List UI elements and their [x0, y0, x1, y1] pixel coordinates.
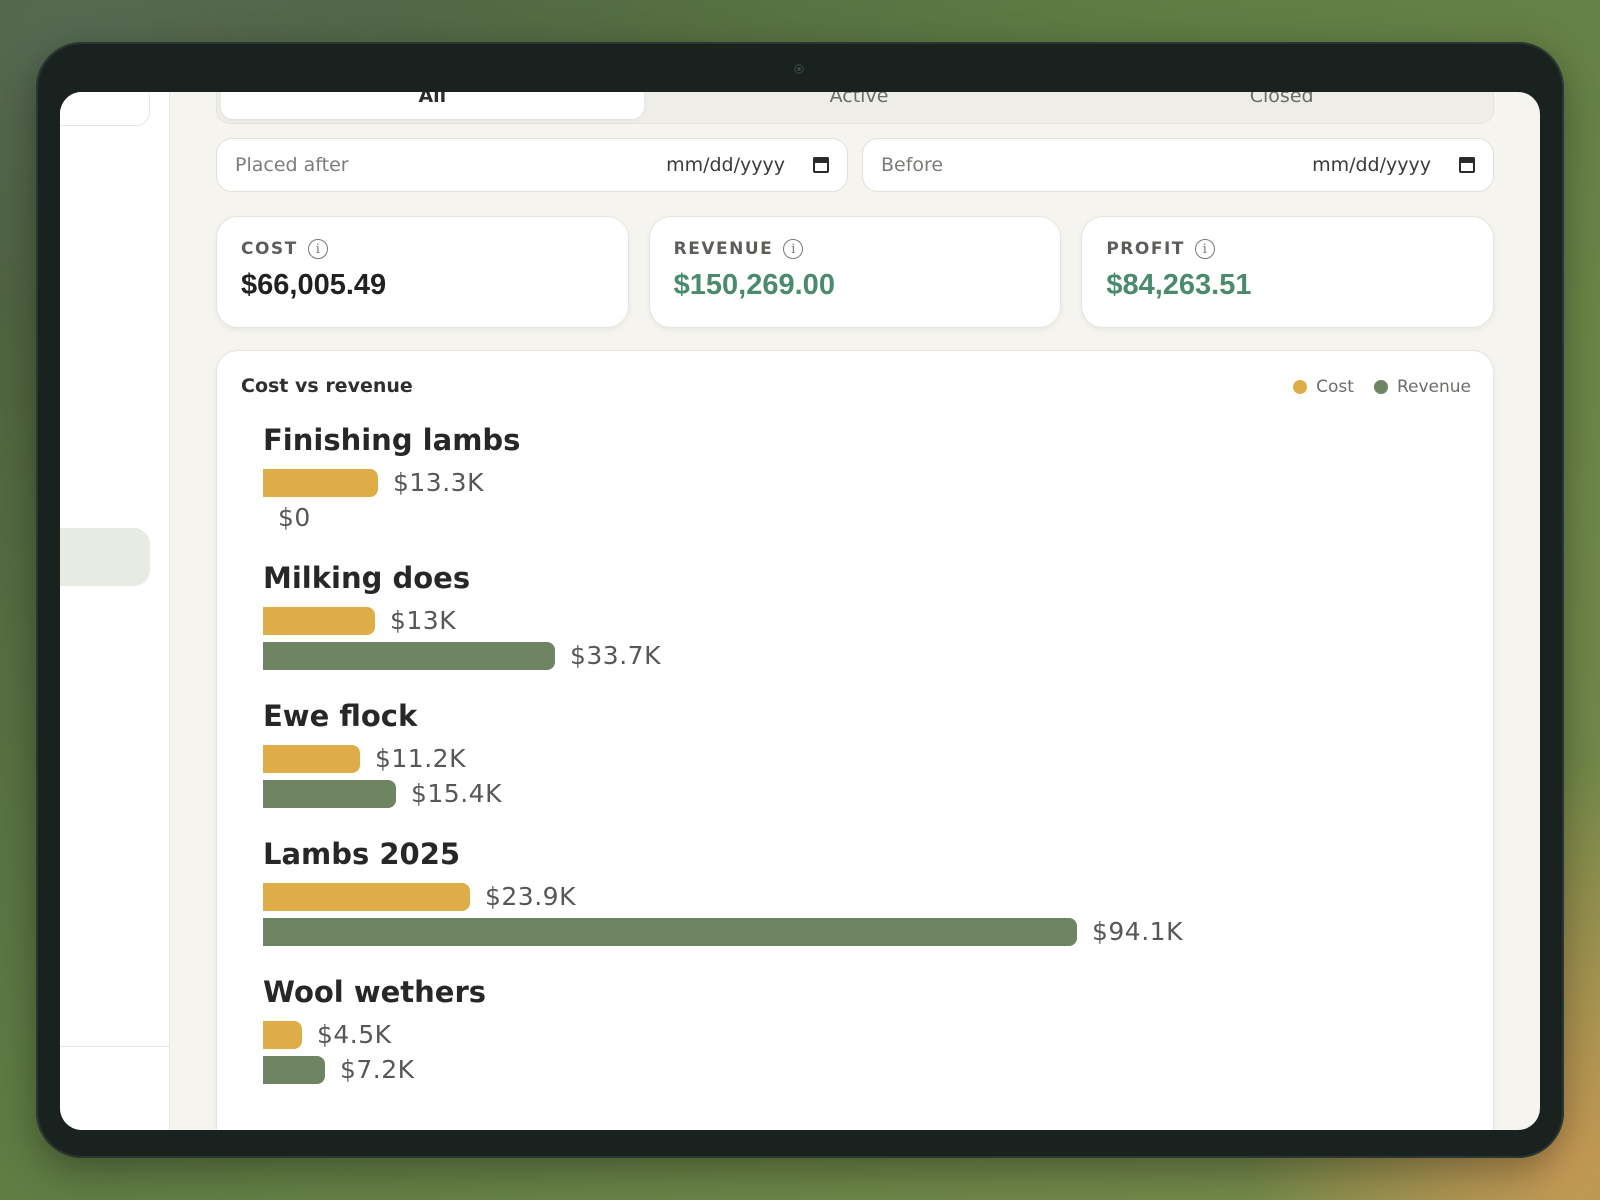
cost-bar[interactable] [263, 882, 470, 911]
bar-value-label: $94.1K [1092, 917, 1183, 946]
legend-label-cost: Cost [1316, 377, 1354, 397]
date-filters: Placed after mm/dd/yyyy Before mm/dd/yyy… [216, 138, 1494, 192]
category-label: Ewe flock [263, 699, 418, 733]
bar-row: $11.2K [263, 741, 1463, 776]
revenue-bar[interactable] [263, 917, 1077, 946]
bar-value-label: $13.3K [393, 468, 484, 497]
cost-bar[interactable] [263, 1020, 302, 1049]
info-icon[interactable]: i [307, 239, 328, 259]
cost-vs-revenue-chart: Cost vs revenue Cost Revenue Finishing l… [216, 350, 1494, 1130]
bar-row: $4.5K [263, 1017, 1463, 1052]
main-content: All Active Closed Placed after mm/dd/yyy… [216, 92, 1495, 1130]
chart-legend: Cost Revenue [1293, 377, 1471, 397]
bar-row: $94.1K [263, 914, 1463, 949]
category-label: Finishing lambs [263, 423, 521, 457]
bar-value-label: $11.2K [375, 744, 466, 773]
sidebar-item-active[interactable] [60, 528, 150, 586]
bar-value-label: $0 [278, 503, 311, 532]
profit-value: $84,263.51 [1106, 269, 1252, 301]
revenue-value: $150,269.00 [673, 269, 835, 301]
chart-groups: Finishing lambs $13.3K $0 Milking does $13K $… [263, 423, 1463, 1113]
info-icon[interactable]: i [783, 239, 804, 259]
legend-item-revenue: Revenue [1373, 377, 1471, 397]
category-label: Lambs 2025 [263, 837, 461, 871]
status-tabs: All Active Closed [216, 92, 1494, 124]
bar-value-label: $4.5K [317, 1020, 392, 1049]
sidebar-divider [60, 1046, 170, 1047]
category-label: Milking does [263, 561, 471, 595]
info-icon[interactable]: i [1194, 239, 1215, 259]
profit-card: PROFIT i $84,263.51 [1081, 216, 1495, 328]
chart-group: Wool wethers $4.5K $7.2K [263, 975, 1463, 1113]
tablet-frame: All Active Closed Placed after mm/dd/yyy… [36, 42, 1564, 1158]
bar-value-label: $33.7K [570, 641, 661, 670]
bar-row: $7.2K [263, 1052, 1463, 1087]
revenue-bar[interactable] [263, 779, 396, 808]
tab-active[interactable]: Active [829, 92, 889, 107]
cost-bar[interactable] [263, 468, 378, 497]
bar-row: $15.4K [263, 776, 1463, 811]
before-field[interactable]: Before mm/dd/yyyy [862, 138, 1494, 192]
before-label: Before [881, 154, 944, 176]
bar-row: $23.9K [263, 879, 1463, 914]
legend-swatch-cost [1293, 380, 1308, 394]
calendar-icon[interactable] [813, 157, 829, 173]
placed-after-field[interactable]: Placed after mm/dd/yyyy [216, 138, 848, 192]
placed-after-input[interactable]: mm/dd/yyyy [666, 154, 785, 176]
profit-label: PROFIT [1106, 239, 1185, 259]
chart-title: Cost vs revenue [241, 375, 413, 397]
calendar-icon[interactable] [1459, 157, 1475, 173]
camera-icon [794, 64, 804, 74]
cost-label: COST [241, 239, 298, 259]
cost-card: COST i $66,005.49 [216, 216, 629, 328]
summary-cards: COST i $66,005.49 REVENUE i $150,269.00 … [216, 216, 1495, 328]
sidebar [60, 92, 170, 1130]
revenue-label: REVENUE [673, 239, 774, 259]
bar-value-label: $23.9K [485, 882, 576, 911]
chart-group: Finishing lambs $13.3K $0 [263, 423, 1463, 561]
tab-all[interactable]: All [221, 92, 644, 119]
cost-bar[interactable] [263, 744, 360, 773]
revenue-card: REVENUE i $150,269.00 [648, 216, 1062, 328]
cost-value: $66,005.49 [241, 269, 387, 301]
bar-row: $33.7K [263, 638, 1463, 673]
bar-row: $13.3K [263, 465, 1463, 500]
bar-value-label: $15.4K [411, 779, 502, 808]
revenue-bar[interactable] [263, 1055, 325, 1084]
chart-group: Lambs 2025 $23.9K $94.1K [263, 837, 1463, 975]
revenue-bar[interactable] [263, 641, 555, 670]
chart-group: Milking does $13K $33.7K [263, 561, 1463, 699]
legend-item-cost: Cost [1293, 377, 1354, 397]
tab-closed[interactable]: Closed [1249, 92, 1314, 107]
category-label: Wool wethers [263, 975, 487, 1009]
bar-row: $13K [263, 603, 1463, 638]
bar-row: $0 [263, 500, 1463, 535]
chart-group: Ewe flock $11.2K $15.4K [263, 699, 1463, 837]
screen: All Active Closed Placed after mm/dd/yyy… [60, 92, 1540, 1130]
before-input[interactable]: mm/dd/yyyy [1312, 154, 1431, 176]
sidebar-header [60, 92, 150, 126]
bar-value-label: $13K [390, 606, 457, 635]
legend-swatch-revenue [1373, 380, 1388, 394]
placed-after-label: Placed after [235, 154, 349, 176]
legend-label-revenue: Revenue [1396, 377, 1471, 397]
bar-value-label: $7.2K [340, 1055, 415, 1084]
cost-bar[interactable] [263, 606, 375, 635]
